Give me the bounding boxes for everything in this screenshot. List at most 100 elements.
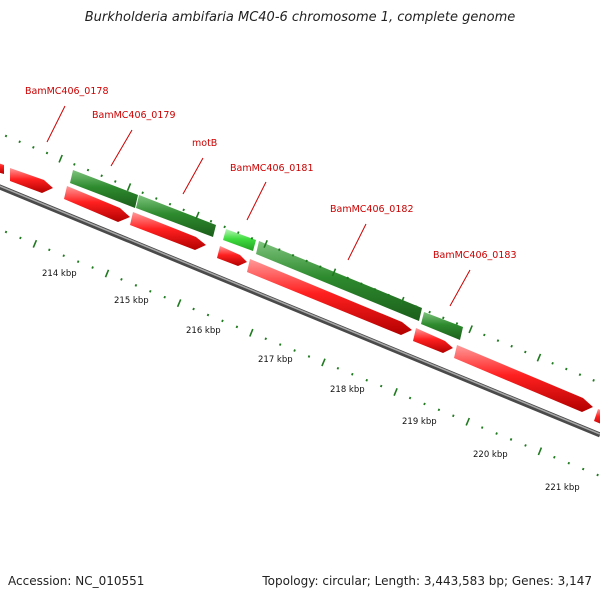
gene-block-dark-green xyxy=(136,195,216,237)
lower-scale-minor-dot xyxy=(307,355,311,358)
upper-scale-minor-dot xyxy=(319,265,322,269)
upper-scale-minor-dot xyxy=(578,373,582,377)
upper-scale-minor-dot xyxy=(278,248,281,252)
gene-arrow-red xyxy=(247,259,412,335)
upper-scale-minor-dot xyxy=(32,145,35,149)
upper-scale-minor-dot xyxy=(565,367,568,371)
lower-scale-minor-dot xyxy=(134,283,138,287)
lower-scale-minor-dot xyxy=(163,295,166,299)
gene-label[interactable]: BamMC406_0181 xyxy=(230,163,313,174)
tick-label: 218 kbp xyxy=(330,385,365,395)
lower-scale-minor-dot xyxy=(524,444,527,447)
upper-scale-minor-dot xyxy=(86,168,90,172)
leader-line xyxy=(449,269,471,307)
upper-scale-minor-dot xyxy=(414,305,418,308)
leader-line xyxy=(110,129,133,167)
gene-arrow-red xyxy=(64,186,130,222)
lower-scale-minor-dot xyxy=(336,366,340,370)
gene-arrow-red xyxy=(454,345,593,412)
accession-text: Accession: NC_010551 xyxy=(8,574,145,588)
upper-scale-minor-dot xyxy=(360,282,363,286)
map-title: Burkholderia ambifaria MC40-6 chromosome… xyxy=(84,10,516,25)
upper-scale-minor-dot xyxy=(483,333,486,337)
lower-scale-minor-dot xyxy=(264,337,268,341)
lower-scale-major-tick xyxy=(176,299,182,308)
gene-label[interactable]: BamMC406_0183 xyxy=(433,250,516,261)
upper-scale-minor-dot xyxy=(551,361,554,365)
lower-scale-major-tick xyxy=(104,269,110,278)
upper-scale-minor-dot xyxy=(373,288,377,291)
gene-label[interactable]: BamMC406_0182 xyxy=(330,204,413,215)
lower-scale-minor-dot xyxy=(351,372,354,376)
tick-label: 216 kbp xyxy=(186,326,221,336)
lower-scale-minor-dot xyxy=(19,236,22,240)
upper-scale-major-tick xyxy=(126,183,132,192)
lower-scale-major-tick xyxy=(249,328,254,337)
lower-scale-minor-dot xyxy=(423,402,426,406)
upper-scale-minor-dot xyxy=(346,276,349,280)
leader-line xyxy=(347,223,367,261)
gene-label[interactable]: BamMC406_0179 xyxy=(92,110,175,121)
upper-scale-minor-dot xyxy=(442,316,445,320)
lower-scale-minor-dot xyxy=(91,266,94,269)
tick-label: 220 kbp xyxy=(473,450,508,460)
lower-scale-major-tick xyxy=(393,387,398,397)
lower-scale-minor-dot xyxy=(509,438,513,441)
lower-scale-minor-dot xyxy=(553,455,556,459)
leader-line xyxy=(46,105,66,143)
scale-track-upper xyxy=(4,134,595,382)
upper-scale-minor-dot xyxy=(168,202,172,206)
gene-arrow-red xyxy=(217,246,247,266)
lower-scale-minor-dot xyxy=(76,260,80,264)
upper-scale-major-tick xyxy=(195,211,200,220)
upper-scale-major-tick xyxy=(263,239,268,249)
lower-scale-minor-dot xyxy=(480,426,484,429)
upper-scale-major-tick xyxy=(331,268,337,277)
upper-scale-minor-dot xyxy=(524,350,527,354)
upper-scale-minor-dot xyxy=(18,140,21,144)
lower-scale-minor-dot xyxy=(4,230,8,234)
gene-arrow-red xyxy=(0,163,4,174)
upper-scale-major-tick xyxy=(536,353,542,362)
gene-block-light-green xyxy=(223,229,256,251)
gene-label[interactable]: BamMC406_0178 xyxy=(25,86,108,97)
gene-block-dark-green xyxy=(70,170,138,208)
upper-scale-minor-dot xyxy=(592,378,595,382)
gene-arrow-red xyxy=(130,212,206,250)
upper-scale-minor-dot xyxy=(387,293,390,297)
lower-scale-minor-dot xyxy=(192,307,195,311)
lower-scale-minor-dot xyxy=(206,313,210,317)
upper-scale-major-tick xyxy=(58,154,63,163)
gene-block-dark-green xyxy=(421,312,463,340)
lower-scale-minor-dot xyxy=(48,248,51,252)
chromosome-backbone xyxy=(0,184,600,438)
upper-scale-minor-dot xyxy=(237,231,240,234)
tick-label: 219 kbp xyxy=(402,417,437,427)
lower-scale-minor-dot xyxy=(437,408,441,412)
lower-scale-minor-dot xyxy=(495,432,498,435)
lower-scale-minor-dot xyxy=(293,349,296,352)
upper-scale-minor-dot xyxy=(182,208,185,212)
lower-scale-minor-dot xyxy=(365,378,369,382)
chromosome-backbone-highlight xyxy=(0,185,600,435)
scale-track-lower xyxy=(4,230,599,477)
tick-label: 217 kbp xyxy=(258,355,293,365)
upper-scale-minor-dot xyxy=(114,180,117,183)
upper-scale-minor-dot xyxy=(45,151,49,155)
upper-scale-minor-dot xyxy=(155,197,158,200)
lower-scale-minor-dot xyxy=(452,414,455,418)
gene-label[interactable]: motB xyxy=(192,138,217,149)
upper-scale-minor-dot xyxy=(428,310,431,314)
tick-label: 221 kbp xyxy=(545,483,580,493)
gene-arrow-red xyxy=(10,168,53,193)
upper-scale-minor-dot xyxy=(250,236,254,240)
lower-scale-minor-dot xyxy=(120,278,123,281)
upper-scale-minor-dot xyxy=(223,225,226,229)
upper-scale-minor-dot xyxy=(141,191,144,195)
lower-scale-major-tick xyxy=(537,447,543,456)
upper-scale-minor-dot xyxy=(496,339,500,342)
lower-scale-minor-dot xyxy=(221,319,224,323)
leader-line xyxy=(182,157,204,195)
upper-scale-minor-dot xyxy=(305,259,308,263)
